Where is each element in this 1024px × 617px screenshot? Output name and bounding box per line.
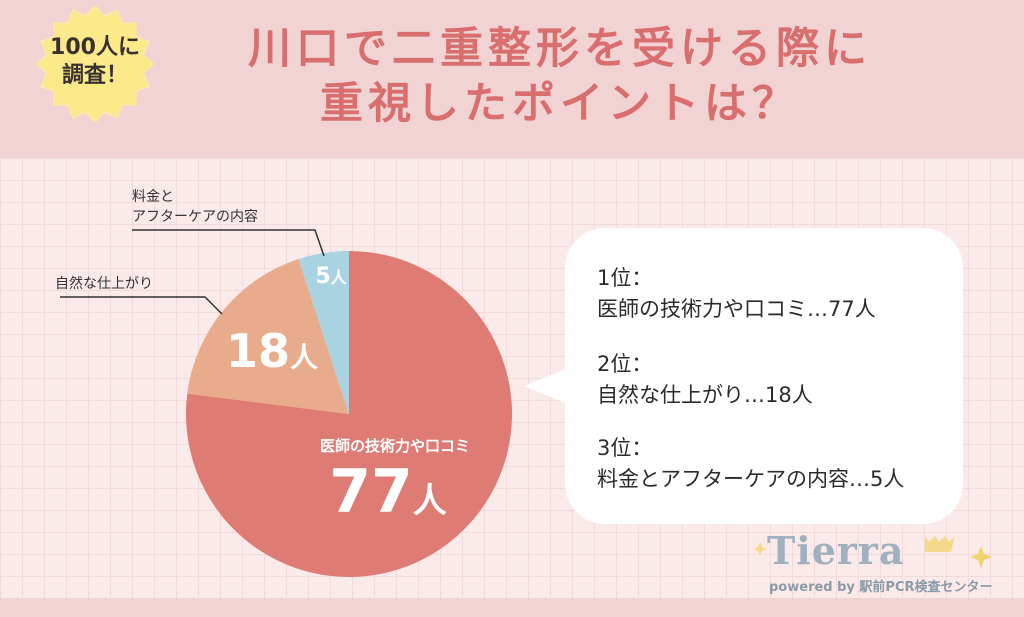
slice1-value: 77人	[329, 457, 447, 527]
pie-slice-1	[186, 250, 513, 577]
page-title: 川口で二重整形を受ける際に 重視したポイントは？	[200, 22, 920, 132]
rank-2-label: 2位：	[597, 352, 653, 376]
slice2-value: 18人	[226, 324, 318, 378]
badge-burst-icon	[35, 4, 155, 124]
logo-wordmark: Tierra	[767, 528, 905, 573]
header-band	[0, 0, 1024, 158]
ranking-item-2: 2位： 自然な仕上がり…18人	[597, 349, 957, 411]
rank-3-text: 料金とアフターケアの内容…5人	[597, 467, 905, 491]
title-line1: 川口で二重整形を受ける際に	[248, 24, 872, 74]
title-line2: 重視したポイントは？	[320, 79, 800, 129]
sparkle-icon	[755, 536, 992, 568]
pie-slice-2	[187, 258, 349, 414]
leader-line-slice3	[132, 229, 325, 257]
rank-3-label: 3位：	[597, 436, 653, 460]
badge-line2: 調査！	[61, 63, 128, 88]
slice3-outer-label: 料金と アフターケアの内容	[132, 187, 258, 227]
slice2-outer-label: 自然な仕上がり	[55, 276, 153, 292]
slice3-value-unit: 人	[331, 268, 348, 287]
slice3-value: 5人	[315, 264, 347, 289]
ranking-callout	[565, 228, 963, 524]
rank-2-text: 自然な仕上がり…18人	[597, 383, 813, 407]
slice2-value-unit: 人	[290, 341, 318, 374]
leader-line-slice2	[60, 296, 223, 315]
bottom-strip	[0, 598, 1024, 617]
badge-line1: 100人に	[50, 35, 140, 60]
slice1-value-number: 77	[329, 457, 413, 527]
slice3-outer-label-line2: アフターケアの内容	[132, 209, 258, 225]
slice3-value-number: 5	[315, 264, 330, 289]
pie-slice-3	[298, 251, 349, 414]
ranking-item-1: 1位： 医師の技術力や口コミ…77人	[597, 263, 957, 325]
survey-badge: 100人に 調査！	[20, 4, 170, 124]
slice2-value-number: 18	[226, 324, 290, 378]
slice3-outer-label-line1: 料金と	[132, 189, 174, 205]
logo-subtitle: powered by 駅前PCR検査センター	[769, 580, 993, 595]
rank-1-text: 医師の技術力や口コミ…77人	[597, 297, 876, 321]
tierra-logo: Tierra powered by 駅前PCR検査センター	[755, 528, 1015, 598]
badge-text: 100人に 調査！	[20, 34, 170, 90]
rank-1-label: 1位：	[597, 266, 653, 290]
slice1-inner-label: 医師の技術力や口コミ	[320, 437, 470, 455]
ranking-item-3: 3位： 料金とアフターケアの内容…5人	[597, 433, 957, 495]
callout-tail	[524, 368, 568, 404]
slice1-value-unit: 人	[413, 481, 447, 521]
